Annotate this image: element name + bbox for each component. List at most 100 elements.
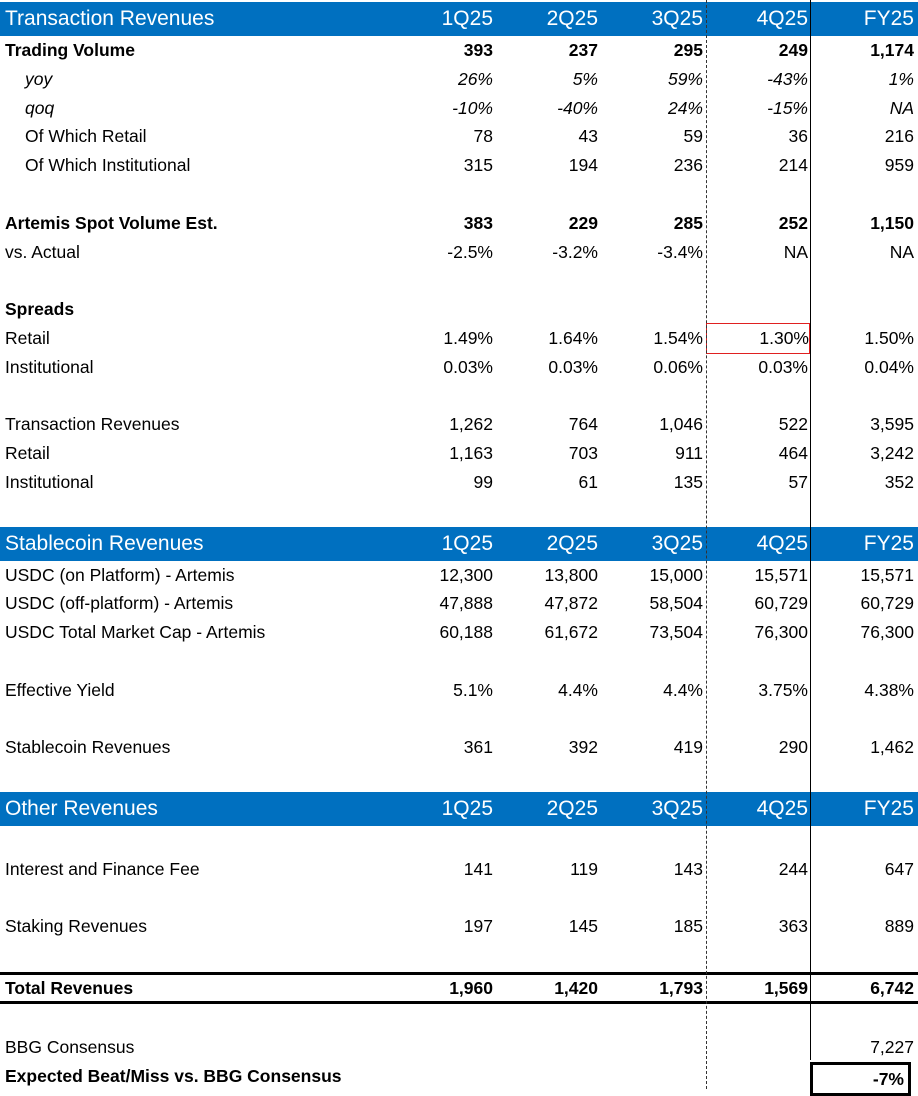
cell-value[interactable]: 647 bbox=[813, 855, 914, 884]
cell-value[interactable]: 60,188 bbox=[393, 618, 493, 647]
cell-value[interactable]: 419 bbox=[603, 733, 703, 762]
cell-value[interactable]: 3,595 bbox=[813, 410, 914, 439]
cell-value[interactable]: 143 bbox=[603, 855, 703, 884]
column-header[interactable]: FY25 bbox=[813, 792, 914, 826]
cell-value[interactable]: 0.03% bbox=[708, 353, 808, 382]
cell-value[interactable]: 1,163 bbox=[393, 439, 493, 468]
cell-value[interactable]: 244 bbox=[708, 855, 808, 884]
cell-value[interactable]: 5.1% bbox=[393, 676, 493, 705]
cell-value[interactable]: 15,000 bbox=[603, 561, 703, 590]
cell-value[interactable]: 0.06% bbox=[603, 353, 703, 382]
cell-value[interactable]: 78 bbox=[393, 122, 493, 151]
cell-value[interactable]: -3.4% bbox=[603, 238, 703, 267]
cell-value[interactable]: 43 bbox=[498, 122, 598, 151]
cell-value[interactable]: 60,729 bbox=[708, 589, 808, 618]
column-header[interactable]: 3Q25 bbox=[603, 792, 703, 826]
cell-value[interactable]: 911 bbox=[603, 439, 703, 468]
cell-value[interactable]: 1.49% bbox=[393, 324, 493, 353]
cell-value[interactable]: -7% bbox=[810, 1062, 911, 1096]
cell-value[interactable]: 76,300 bbox=[813, 618, 914, 647]
cell-value[interactable]: 135 bbox=[603, 468, 703, 497]
cell-value[interactable]: 764 bbox=[498, 410, 598, 439]
cell-value[interactable]: 0.03% bbox=[393, 353, 493, 382]
cell-value[interactable]: 4.38% bbox=[813, 676, 914, 705]
cell-value[interactable]: 1,262 bbox=[393, 410, 493, 439]
cell-value[interactable]: 3,242 bbox=[813, 439, 914, 468]
cell-value[interactable]: 214 bbox=[708, 151, 808, 180]
cell-value[interactable]: NA bbox=[708, 238, 808, 267]
cell-value[interactable]: 99 bbox=[393, 468, 493, 497]
cell-value[interactable]: 1,150 bbox=[813, 209, 914, 238]
cell-value[interactable]: 145 bbox=[498, 912, 598, 941]
cell-value[interactable]: 889 bbox=[813, 912, 914, 941]
cell-value[interactable]: 295 bbox=[603, 36, 703, 65]
cell-value[interactable]: 0.03% bbox=[498, 353, 598, 382]
cell-value[interactable]: -43% bbox=[708, 65, 808, 94]
cell-value[interactable]: 5% bbox=[498, 65, 598, 94]
cell-value[interactable]: 1.54% bbox=[603, 324, 703, 353]
cell-value[interactable]: 383 bbox=[393, 209, 493, 238]
cell-value[interactable]: 58,504 bbox=[603, 589, 703, 618]
column-header[interactable]: 2Q25 bbox=[498, 792, 598, 826]
column-header[interactable]: 4Q25 bbox=[708, 2, 808, 36]
cell-value[interactable]: 59% bbox=[603, 65, 703, 94]
cell-value[interactable]: 249 bbox=[708, 36, 808, 65]
cell-value[interactable]: 1.30% bbox=[707, 324, 809, 353]
cell-value[interactable]: 73,504 bbox=[603, 618, 703, 647]
cell-value[interactable]: 194 bbox=[498, 151, 598, 180]
cell-value[interactable]: 229 bbox=[498, 209, 598, 238]
cell-value[interactable]: 7,227 bbox=[813, 1033, 914, 1062]
column-header[interactable]: 3Q25 bbox=[603, 2, 703, 36]
cell-value[interactable]: 285 bbox=[603, 209, 703, 238]
cell-value[interactable]: 3.75% bbox=[708, 676, 808, 705]
cell-value[interactable]: 1,569 bbox=[708, 975, 808, 1001]
cell-value[interactable]: 1,793 bbox=[603, 975, 703, 1001]
cell-value[interactable]: 12,300 bbox=[393, 561, 493, 590]
cell-value[interactable]: 252 bbox=[708, 209, 808, 238]
cell-value[interactable]: 6,742 bbox=[813, 975, 914, 1001]
cell-value[interactable]: -2.5% bbox=[393, 238, 493, 267]
cell-value[interactable]: -40% bbox=[498, 94, 598, 123]
cell-value[interactable]: 76,300 bbox=[708, 618, 808, 647]
cell-value[interactable]: 36 bbox=[708, 122, 808, 151]
cell-value[interactable]: 4.4% bbox=[498, 676, 598, 705]
column-header[interactable]: FY25 bbox=[813, 2, 914, 36]
cell-value[interactable]: 47,888 bbox=[393, 589, 493, 618]
column-header[interactable]: 1Q25 bbox=[393, 527, 493, 561]
cell-value[interactable]: 57 bbox=[708, 468, 808, 497]
cell-value[interactable]: 361 bbox=[393, 733, 493, 762]
cell-value[interactable]: 26% bbox=[393, 65, 493, 94]
cell-value[interactable]: 703 bbox=[498, 439, 598, 468]
cell-value[interactable]: 15,571 bbox=[708, 561, 808, 590]
cell-value[interactable]: 61,672 bbox=[498, 618, 598, 647]
cell-value[interactable]: 24% bbox=[603, 94, 703, 123]
cell-value[interactable]: 363 bbox=[708, 912, 808, 941]
cell-value[interactable]: 1,462 bbox=[813, 733, 914, 762]
column-header[interactable]: 2Q25 bbox=[498, 2, 598, 36]
cell-value[interactable]: 4.4% bbox=[603, 676, 703, 705]
cell-value[interactable]: 15,571 bbox=[813, 561, 914, 590]
cell-value[interactable]: 959 bbox=[813, 151, 914, 180]
cell-value[interactable]: 59 bbox=[603, 122, 703, 151]
cell-value[interactable]: 61 bbox=[498, 468, 598, 497]
column-header[interactable]: 1Q25 bbox=[393, 2, 493, 36]
cell-value[interactable]: -3.2% bbox=[498, 238, 598, 267]
column-header[interactable]: 4Q25 bbox=[708, 792, 808, 826]
column-header[interactable]: 1Q25 bbox=[393, 792, 493, 826]
cell-value[interactable]: 119 bbox=[498, 855, 598, 884]
cell-value[interactable]: -10% bbox=[393, 94, 493, 123]
cell-value[interactable]: 1.50% bbox=[813, 324, 914, 353]
cell-value[interactable]: 47,872 bbox=[498, 589, 598, 618]
column-header[interactable]: 2Q25 bbox=[498, 527, 598, 561]
cell-value[interactable]: NA bbox=[813, 238, 914, 267]
cell-value[interactable]: 185 bbox=[603, 912, 703, 941]
cell-value[interactable]: 393 bbox=[393, 36, 493, 65]
cell-value[interactable]: 1,174 bbox=[813, 36, 914, 65]
cell-value[interactable]: 216 bbox=[813, 122, 914, 151]
cell-value[interactable]: 290 bbox=[708, 733, 808, 762]
cell-value[interactable]: 1,960 bbox=[393, 975, 493, 1001]
cell-value[interactable]: 60,729 bbox=[813, 589, 914, 618]
cell-value[interactable]: 197 bbox=[393, 912, 493, 941]
cell-value[interactable]: 1.64% bbox=[498, 324, 598, 353]
cell-value[interactable]: NA bbox=[813, 94, 914, 123]
